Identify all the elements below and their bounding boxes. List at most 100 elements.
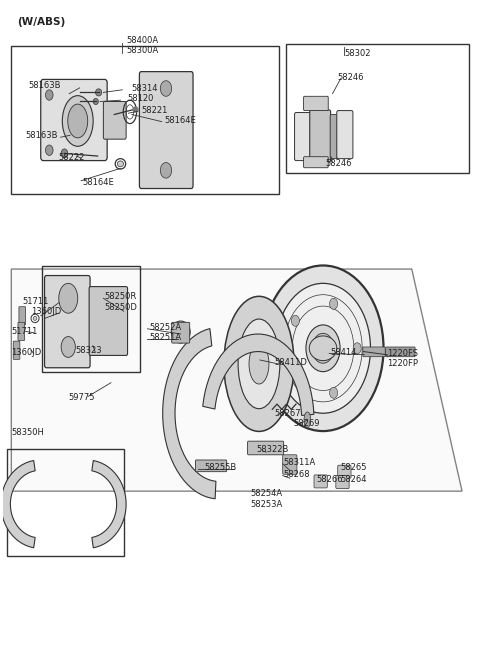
FancyBboxPatch shape bbox=[172, 322, 190, 343]
Text: 58163B: 58163B bbox=[29, 81, 61, 90]
Text: 58322B: 58322B bbox=[257, 445, 289, 454]
FancyBboxPatch shape bbox=[195, 460, 227, 472]
Ellipse shape bbox=[59, 284, 78, 313]
Ellipse shape bbox=[160, 81, 172, 96]
Text: 58246: 58246 bbox=[325, 159, 352, 168]
Ellipse shape bbox=[160, 162, 172, 178]
Bar bbox=[42, 267, 140, 371]
Text: 51711: 51711 bbox=[23, 297, 49, 306]
Bar bbox=[7, 449, 124, 556]
Text: 1360JD: 1360JD bbox=[12, 348, 42, 357]
Ellipse shape bbox=[62, 96, 93, 146]
FancyBboxPatch shape bbox=[248, 441, 284, 455]
Ellipse shape bbox=[171, 321, 190, 343]
Ellipse shape bbox=[330, 298, 337, 309]
Ellipse shape bbox=[353, 343, 361, 354]
Ellipse shape bbox=[33, 316, 37, 320]
Text: 58252A: 58252A bbox=[149, 323, 181, 332]
Text: 58120: 58120 bbox=[127, 94, 154, 103]
Ellipse shape bbox=[306, 325, 340, 371]
FancyBboxPatch shape bbox=[303, 96, 328, 111]
Text: 58164E: 58164E bbox=[164, 117, 196, 126]
Text: 58269: 58269 bbox=[293, 419, 320, 428]
Text: 58264: 58264 bbox=[341, 475, 367, 484]
Ellipse shape bbox=[61, 149, 68, 158]
Text: 58266: 58266 bbox=[317, 475, 344, 484]
FancyBboxPatch shape bbox=[295, 113, 311, 160]
Text: 58268: 58268 bbox=[284, 470, 310, 479]
FancyBboxPatch shape bbox=[18, 322, 24, 341]
Ellipse shape bbox=[68, 104, 88, 138]
FancyBboxPatch shape bbox=[139, 71, 193, 189]
Ellipse shape bbox=[46, 90, 53, 100]
FancyBboxPatch shape bbox=[45, 276, 90, 367]
Text: 58265: 58265 bbox=[341, 463, 367, 472]
Text: 58222: 58222 bbox=[59, 153, 85, 162]
FancyBboxPatch shape bbox=[19, 307, 25, 325]
Ellipse shape bbox=[312, 333, 334, 364]
FancyBboxPatch shape bbox=[363, 347, 385, 357]
FancyBboxPatch shape bbox=[336, 476, 349, 489]
Ellipse shape bbox=[117, 161, 123, 167]
FancyBboxPatch shape bbox=[303, 157, 328, 168]
FancyBboxPatch shape bbox=[338, 465, 351, 478]
Ellipse shape bbox=[46, 145, 53, 155]
Text: 1220FS: 1220FS bbox=[387, 349, 418, 358]
Ellipse shape bbox=[291, 315, 300, 326]
Text: 58311A: 58311A bbox=[284, 458, 316, 467]
Text: 58414: 58414 bbox=[330, 348, 357, 357]
FancyBboxPatch shape bbox=[41, 79, 107, 160]
Ellipse shape bbox=[276, 284, 371, 413]
Text: 58400A: 58400A bbox=[126, 36, 158, 45]
Bar bbox=[12, 46, 279, 194]
Text: 58253A: 58253A bbox=[251, 500, 283, 509]
Text: 58255B: 58255B bbox=[204, 463, 237, 472]
Text: 51711: 51711 bbox=[12, 327, 38, 336]
Ellipse shape bbox=[263, 265, 384, 431]
FancyBboxPatch shape bbox=[330, 115, 337, 159]
Text: 58300A: 58300A bbox=[126, 47, 158, 55]
Text: 58164E: 58164E bbox=[83, 178, 114, 187]
Text: (W/ABS): (W/ABS) bbox=[17, 17, 65, 28]
Ellipse shape bbox=[238, 319, 280, 409]
Text: 58163B: 58163B bbox=[25, 131, 58, 140]
Ellipse shape bbox=[224, 296, 294, 432]
Ellipse shape bbox=[291, 370, 300, 381]
Ellipse shape bbox=[61, 337, 75, 358]
FancyBboxPatch shape bbox=[310, 110, 331, 162]
Polygon shape bbox=[163, 329, 216, 499]
Text: 58350H: 58350H bbox=[12, 428, 44, 437]
FancyBboxPatch shape bbox=[314, 475, 327, 488]
Text: 58267: 58267 bbox=[274, 409, 301, 418]
Text: 58221: 58221 bbox=[141, 106, 168, 115]
FancyBboxPatch shape bbox=[283, 455, 297, 474]
Text: 58251A: 58251A bbox=[149, 333, 181, 343]
Text: 58254A: 58254A bbox=[251, 489, 283, 498]
Ellipse shape bbox=[309, 336, 337, 361]
Polygon shape bbox=[92, 460, 126, 548]
FancyBboxPatch shape bbox=[385, 347, 415, 357]
Text: 58246: 58246 bbox=[337, 73, 364, 82]
Text: 58250R: 58250R bbox=[105, 293, 137, 301]
Polygon shape bbox=[12, 269, 462, 491]
Text: 59775: 59775 bbox=[68, 393, 95, 402]
Polygon shape bbox=[1, 460, 35, 548]
Ellipse shape bbox=[96, 89, 102, 96]
Text: 58323: 58323 bbox=[75, 346, 101, 356]
Text: 1220FP: 1220FP bbox=[387, 360, 418, 368]
Bar bbox=[287, 45, 469, 173]
FancyBboxPatch shape bbox=[13, 341, 20, 360]
FancyBboxPatch shape bbox=[337, 111, 353, 159]
Text: 58411D: 58411D bbox=[274, 358, 307, 367]
Text: 58314: 58314 bbox=[131, 84, 157, 93]
Text: 1360JD: 1360JD bbox=[31, 307, 61, 316]
Text: 58302: 58302 bbox=[344, 49, 371, 58]
Text: 58250D: 58250D bbox=[105, 303, 138, 312]
FancyBboxPatch shape bbox=[103, 102, 126, 139]
Ellipse shape bbox=[304, 412, 311, 428]
Polygon shape bbox=[203, 334, 314, 415]
Ellipse shape bbox=[249, 344, 269, 384]
Ellipse shape bbox=[330, 387, 337, 398]
FancyBboxPatch shape bbox=[89, 287, 128, 356]
Ellipse shape bbox=[93, 98, 98, 105]
